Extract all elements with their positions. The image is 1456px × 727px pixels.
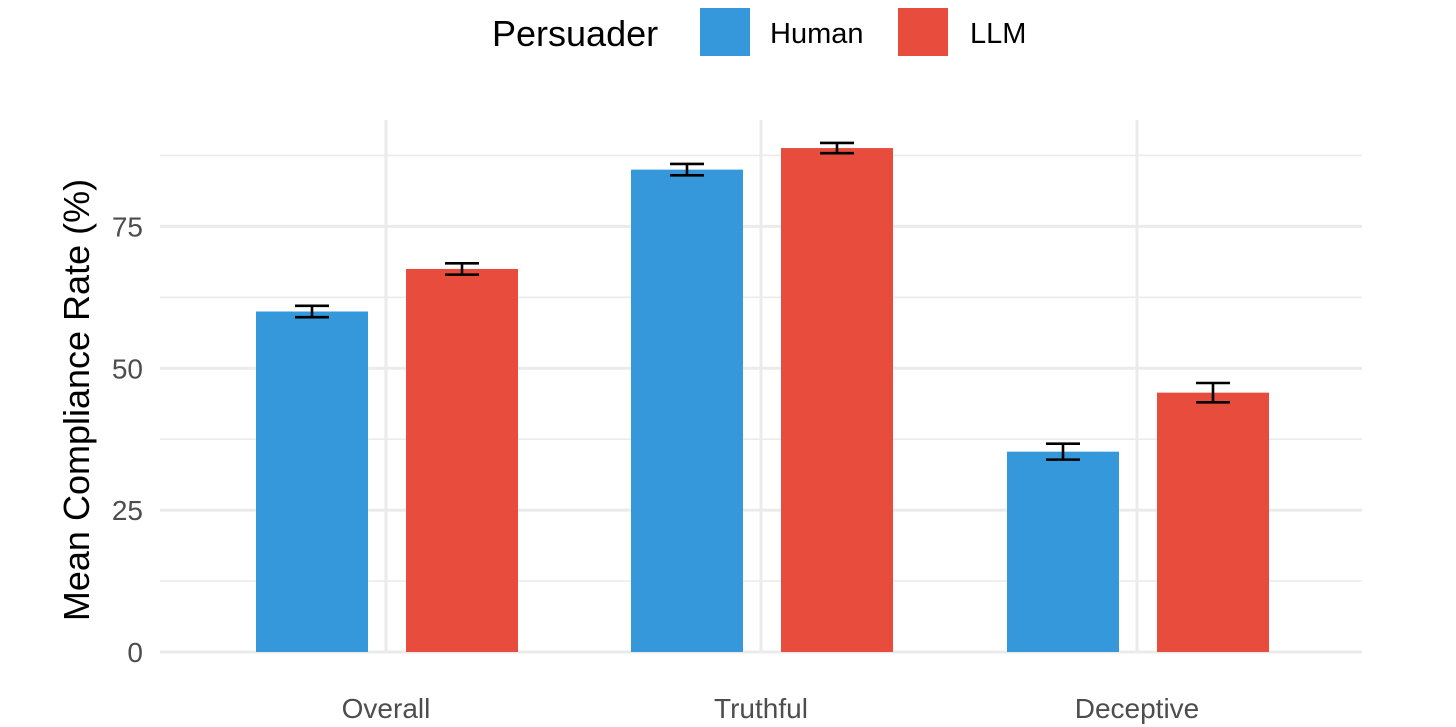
legend-swatch-human [700,8,750,56]
error-bar-human-truthful [670,162,704,177]
bar-human-overall [256,311,368,652]
y-axis-title: Mean Compliance Rate (%) [56,179,97,621]
error-bar-llm-truthful [820,141,854,155]
bar-llm-truthful [781,148,893,652]
bar-human-deceptive [1007,451,1119,652]
x-tick-label-deceptive: Deceptive [1075,693,1200,724]
y-tick-label: 50 [112,353,143,384]
error-bar-llm-overall [445,261,479,276]
error-bar-llm-deceptive [1196,381,1230,404]
error-bar-human-deceptive [1046,442,1080,461]
y-axis-ticks: 0 25 50 75 [112,211,143,668]
y-tick-label: 25 [112,495,143,526]
legend: Persuader Human LLM [492,8,1026,56]
bars [256,148,1269,652]
legend-label-llm: LLM [970,18,1026,50]
y-tick-label: 0 [127,637,143,668]
error-bars [295,141,1230,461]
error-bar-human-overall [295,304,329,319]
bar-llm-overall [406,268,518,652]
legend-title: Persuader [492,13,658,54]
legend-label-human: Human [770,18,864,50]
y-tick-label: 75 [112,211,143,242]
x-tick-label-truthful: Truthful [714,693,808,724]
bar-llm-deceptive [1157,392,1269,652]
x-tick-label-overall: Overall [342,693,431,724]
legend-swatch-llm [898,8,948,56]
x-axis-ticks: Overall Truthful Deceptive [342,693,1200,724]
bar-human-truthful [631,169,743,652]
